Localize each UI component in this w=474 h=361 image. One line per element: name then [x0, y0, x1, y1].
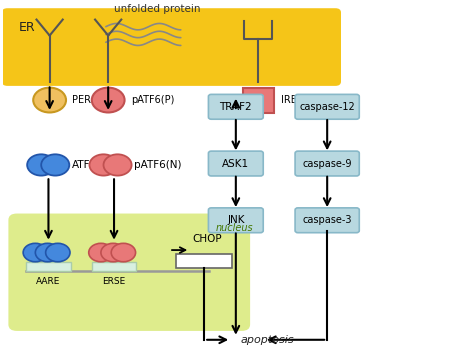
Circle shape — [23, 243, 47, 262]
FancyBboxPatch shape — [209, 208, 263, 233]
Circle shape — [41, 154, 69, 175]
FancyBboxPatch shape — [295, 151, 359, 176]
FancyBboxPatch shape — [295, 94, 359, 119]
Text: CHOP: CHOP — [192, 234, 222, 244]
Text: pATF6(P): pATF6(P) — [131, 95, 174, 105]
Circle shape — [36, 243, 60, 262]
Circle shape — [111, 243, 136, 262]
Text: ATF4: ATF4 — [72, 160, 97, 170]
Text: nucleus: nucleus — [216, 223, 254, 233]
Text: caspase-3: caspase-3 — [302, 215, 352, 225]
Circle shape — [103, 154, 132, 175]
Circle shape — [92, 88, 125, 113]
Text: TRAF2: TRAF2 — [219, 102, 252, 112]
Text: apoptosis: apoptosis — [240, 335, 294, 345]
Circle shape — [89, 243, 113, 262]
Text: ASK1: ASK1 — [222, 158, 249, 169]
Text: PERK: PERK — [72, 95, 98, 105]
FancyBboxPatch shape — [2, 8, 341, 86]
Text: AARE: AARE — [36, 277, 61, 286]
Circle shape — [101, 243, 125, 262]
Bar — [26, 262, 71, 271]
Text: ERSE: ERSE — [102, 277, 126, 286]
FancyBboxPatch shape — [9, 214, 250, 331]
Text: pATF6(N): pATF6(N) — [134, 160, 182, 170]
FancyBboxPatch shape — [209, 151, 263, 176]
Text: unfolded protein: unfolded protein — [114, 4, 201, 14]
FancyBboxPatch shape — [295, 208, 359, 233]
Text: caspase-9: caspase-9 — [302, 158, 352, 169]
Circle shape — [90, 154, 118, 175]
Text: caspase-12: caspase-12 — [299, 102, 355, 112]
Bar — [176, 254, 232, 268]
FancyBboxPatch shape — [209, 94, 263, 119]
Bar — [92, 262, 137, 271]
Circle shape — [27, 154, 55, 175]
Circle shape — [46, 243, 70, 262]
Text: IRE1: IRE1 — [281, 95, 302, 105]
Text: ER: ER — [19, 21, 36, 34]
Bar — [243, 88, 273, 113]
Text: JNK: JNK — [227, 215, 245, 225]
Circle shape — [33, 88, 66, 113]
